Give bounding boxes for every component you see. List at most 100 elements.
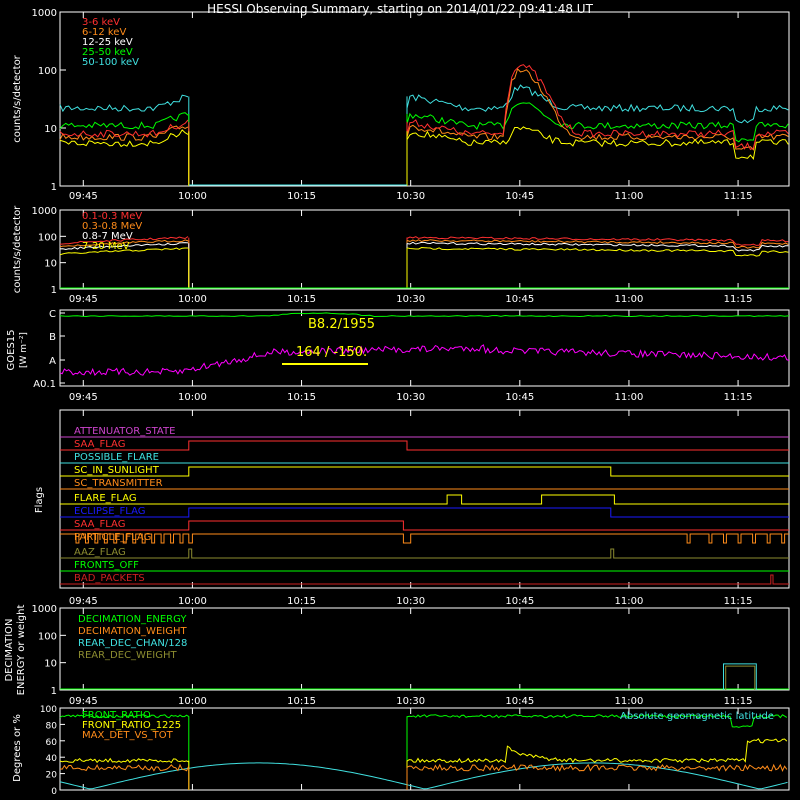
lc-high-xlabel-6: 11:15 [724, 294, 753, 305]
lc-high-ylabel-1: 10 [44, 259, 57, 270]
lc-low-xlabel-5: 11:00 [615, 191, 644, 202]
flags-xlabel-5: 11:00 [615, 596, 644, 607]
lc-low-xlabel-2: 10:15 [287, 191, 316, 202]
lc-low-series-green-b [406, 102, 789, 143]
decim-legend-3: REAR_DEC_WEIGHT [78, 650, 177, 661]
lc-high-xlabel-1: 10:00 [178, 294, 207, 305]
flags-label-4: SC_TRANSMITTER [74, 478, 163, 489]
lc-high-ylabel-2: 100 [38, 232, 57, 243]
goes-xlabel-0: 09:45 [69, 392, 98, 403]
goes-axis-unit: [W m⁻²] [19, 332, 29, 368]
goes-ylabel-1: A [49, 356, 56, 367]
lc-low-series-orange-b [406, 67, 789, 151]
flags-xlabel-6: 11:15 [724, 596, 753, 607]
flags-trace-11 [60, 574, 789, 585]
flags-frame [59, 409, 790, 589]
flags-xlabel-0: 09:45 [69, 596, 98, 607]
lc-low-series-red-a [59, 119, 189, 139]
flags-trace-3 [60, 466, 789, 477]
flags-label-2: POSSIBLE_FLARE [74, 452, 159, 463]
flags-label-11: BAD_PACKETS [74, 573, 145, 584]
decim-ylabel-3: 1000 [32, 604, 57, 615]
lc-low-ylabel-0: 1 [51, 182, 57, 193]
ratio-ylabel-5: 100 [40, 705, 57, 715]
flags-label-3: SC_IN_SUNLIGHT [74, 465, 160, 476]
lc-low-xlabel-0: 09:45 [69, 191, 98, 202]
decim-rear-chan [723, 663, 757, 690]
decim-xlabel-4: 10:45 [505, 696, 534, 707]
lc-low-series-cyan-a [59, 94, 189, 113]
lc-low-xlabel-4: 10:45 [505, 191, 534, 202]
goes-annotation-1: 164 / -150. [296, 345, 367, 360]
flags-xlabel-2: 10:15 [287, 596, 316, 607]
lc-low-legend-1: 6-12 keV [82, 27, 126, 38]
flags-label-5: FLARE_FLAG [74, 493, 137, 504]
lc-high-xlabel-5: 11:00 [615, 294, 644, 305]
ratio-legend-0: FRONT_RATIO [82, 710, 151, 721]
lc-low-legend-3: 25-50 keV [82, 47, 133, 58]
lc-high-legend-1: 0.3-0.8 MeV [82, 221, 142, 232]
goes-xlabel-2: 10:15 [287, 392, 316, 403]
ratio-series-green-a [59, 714, 190, 719]
lc-low-xlabel-1: 10:00 [178, 191, 207, 202]
ratio-series-orange-a [59, 763, 190, 772]
ratio-geomag-latitude [59, 762, 788, 790]
lc-high-xlabel-0: 09:45 [69, 294, 98, 305]
decim-legend-2: REAR_DEC_CHAN/128 [78, 638, 187, 649]
ratio-legend-1: FRONT_RATIO_1225 [82, 720, 181, 731]
ratio-legend-2: MAX_DET_VS_TOT [82, 730, 174, 741]
lc-low-frame [59, 11, 790, 187]
lc-low-series-yellow-a [59, 129, 189, 148]
goes-long-channel [59, 312, 790, 318]
goes-xlabel-3: 10:30 [396, 392, 425, 403]
lc-high-ylabel-3: 1000 [32, 206, 57, 217]
decim-ylabel-0: 1 [51, 686, 57, 697]
lc-high-series-yellow-a [59, 247, 188, 256]
goes-annotation-0: B8.2/1955 [308, 317, 375, 332]
lc-low-ylabel-1: 10 [44, 124, 57, 135]
flags-label-7: SAA_FLAG [74, 519, 125, 530]
ratio-frame [59, 707, 790, 791]
goes-xlabel-6: 11:15 [724, 392, 753, 403]
lc-low-legend-2: 12-25 keV [82, 37, 133, 48]
flags-trace-8 [60, 533, 789, 544]
decim-axis-title: DECIMATION [4, 618, 15, 681]
decim-xlabel-1: 10:00 [178, 696, 207, 707]
ratio-axis-title: Degrees or % [12, 714, 23, 782]
decim-legend-1: DECIMATION_WEIGHT [78, 626, 187, 637]
lc-high-series-white-b [406, 241, 789, 252]
ratio-ylabel-0: 0 [51, 787, 57, 797]
lc-low-series-green-a [59, 112, 189, 130]
decim-frame [59, 607, 790, 691]
ratio-ylabel-2: 40 [46, 754, 58, 764]
flags-label-8: PARTICLE_FLAG [74, 532, 151, 543]
ratio-series-green-b [406, 714, 788, 728]
lc-high-xlabel-3: 10:30 [396, 294, 425, 305]
goes-ylabel-0: A0.1 [33, 379, 56, 390]
lc-low-legend-4: 50-100 keV [82, 57, 139, 68]
decim-xlabel-0: 09:45 [69, 696, 98, 707]
decim-legend-0: DECIMATION_ENERGY [78, 614, 187, 625]
lc-low-series-yellow-b [406, 126, 789, 160]
goes-frame [59, 309, 790, 387]
flags-xlabel-1: 10:00 [178, 596, 207, 607]
goes-ylabel-3: C [49, 309, 56, 320]
ratio-ylabel-3: 60 [46, 738, 58, 748]
flags-xlabel-4: 10:45 [505, 596, 534, 607]
lc-high-series-yellow-b [406, 246, 789, 257]
flags-trace-9 [60, 548, 789, 559]
flags-label-10: FRONTS_OFF [74, 560, 139, 571]
ratio-ylabel-1: 20 [46, 771, 58, 781]
lc-high-series-orange-b [406, 239, 789, 249]
decim-ylabel-1: 10 [44, 659, 57, 670]
goes-short-channel [59, 344, 790, 377]
lc-low-legend-0: 3-6 keV [82, 17, 120, 28]
lc-high-legend-0: 0.1-0.3 MeV [82, 211, 142, 222]
lc-high-legend-3: 7-20 MeV [82, 241, 130, 252]
lc-high-series-red-a [59, 236, 189, 245]
flags-label-1: SAA_FLAG [74, 439, 125, 450]
goes-xlabel-5: 11:00 [615, 392, 644, 403]
decim-xlabel-5: 11:00 [615, 696, 644, 707]
lc-high-legend-2: 0.8-7 MeV [82, 231, 133, 242]
